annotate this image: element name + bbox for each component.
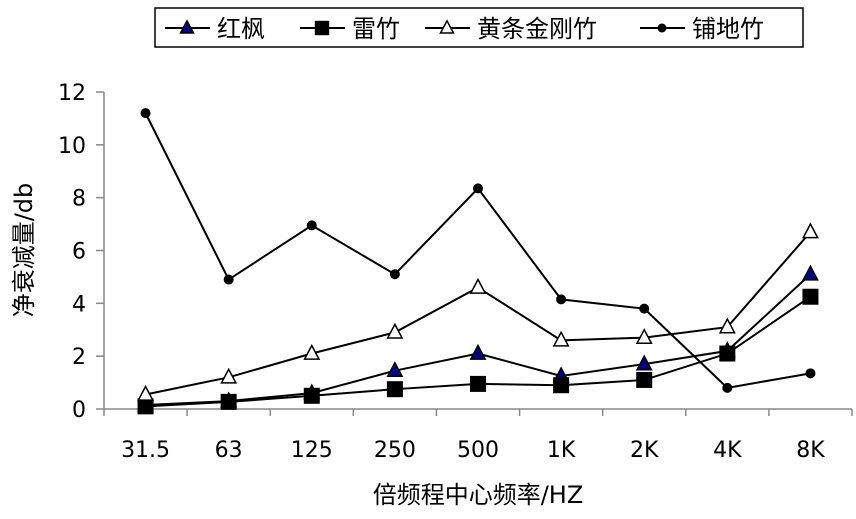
x-tick-label: 2K: [630, 438, 659, 463]
x-tick-label: 500: [457, 438, 499, 463]
series-group: [137, 108, 819, 415]
data-point: [556, 294, 567, 305]
data-point: [722, 382, 733, 393]
data-point: [223, 274, 234, 285]
data-point: [801, 222, 819, 239]
y-tick-label: 6: [72, 240, 86, 265]
legend-item: 雷竹: [300, 15, 400, 43]
x-axis-label: 倍频程中心频率/HZ: [373, 481, 584, 509]
data-point: [386, 322, 404, 339]
y-tick-label: 2: [72, 345, 86, 370]
data-point: [635, 328, 653, 345]
x-tick-label: 1K: [547, 438, 576, 463]
axes: 0 2 4 6 8 10 12 31.5 63 125 250 500 1K 2K 4K 8K: [58, 81, 853, 463]
data-point: [386, 361, 404, 378]
data-point: [635, 354, 653, 371]
data-point: [469, 343, 487, 360]
x-tick-label: 8K: [796, 438, 825, 463]
data-point: [553, 377, 570, 394]
data-point: [140, 108, 151, 119]
data-point: [137, 384, 155, 401]
data-point: [389, 269, 400, 280]
x-tick-label: 63: [215, 438, 243, 463]
y-axis-label: 净衰减量/db: [10, 183, 38, 318]
data-point: [386, 381, 403, 398]
legend-label: 雷竹: [352, 15, 400, 43]
data-point: [802, 288, 819, 305]
data-point: [719, 345, 736, 362]
data-point: [137, 398, 154, 415]
data-point: [439, 19, 455, 34]
legend-label: 黄条金刚竹: [477, 15, 597, 43]
legend-label: 铺地竹: [692, 15, 764, 43]
y-tick-label: 4: [72, 292, 86, 317]
data-point: [552, 330, 570, 347]
data-point: [473, 183, 483, 194]
series-铺地竹: [140, 108, 816, 393]
data-point: [220, 393, 237, 410]
x-tick-label: 250: [374, 438, 416, 463]
legend: 红枫 雷竹 黄条金刚竹 铺地竹: [154, 7, 804, 48]
data-point: [303, 387, 320, 404]
legend-box: [154, 7, 804, 48]
legend-label: 红枫: [217, 15, 265, 43]
legend-item: 黄条金刚竹: [425, 15, 597, 43]
data-point: [470, 375, 486, 392]
data-point: [801, 264, 819, 281]
data-point: [636, 371, 653, 388]
data-point: [718, 317, 736, 334]
y-tick-label: 8: [72, 187, 86, 212]
data-point: [469, 277, 487, 294]
legend-item: 红枫: [165, 15, 265, 43]
series-line: [145, 231, 812, 396]
x-tick-label: 4K: [713, 438, 742, 463]
y-tick-label: 0: [72, 398, 86, 423]
x-tick-label: 125: [291, 438, 333, 463]
x-tick-label: 31.5: [121, 438, 170, 463]
series-黄条金刚竹: [137, 222, 819, 401]
data-point: [639, 303, 650, 314]
data-point: [314, 20, 330, 36]
data-point: [179, 19, 195, 34]
data-point: [220, 367, 238, 384]
legend-item: 铺地竹: [640, 15, 764, 43]
data-point: [306, 220, 317, 231]
data-point: [657, 23, 667, 33]
data-point: [303, 343, 321, 360]
y-tick-label: 12: [58, 81, 86, 106]
y-tick-label: 10: [58, 134, 86, 159]
data-point: [805, 368, 816, 379]
